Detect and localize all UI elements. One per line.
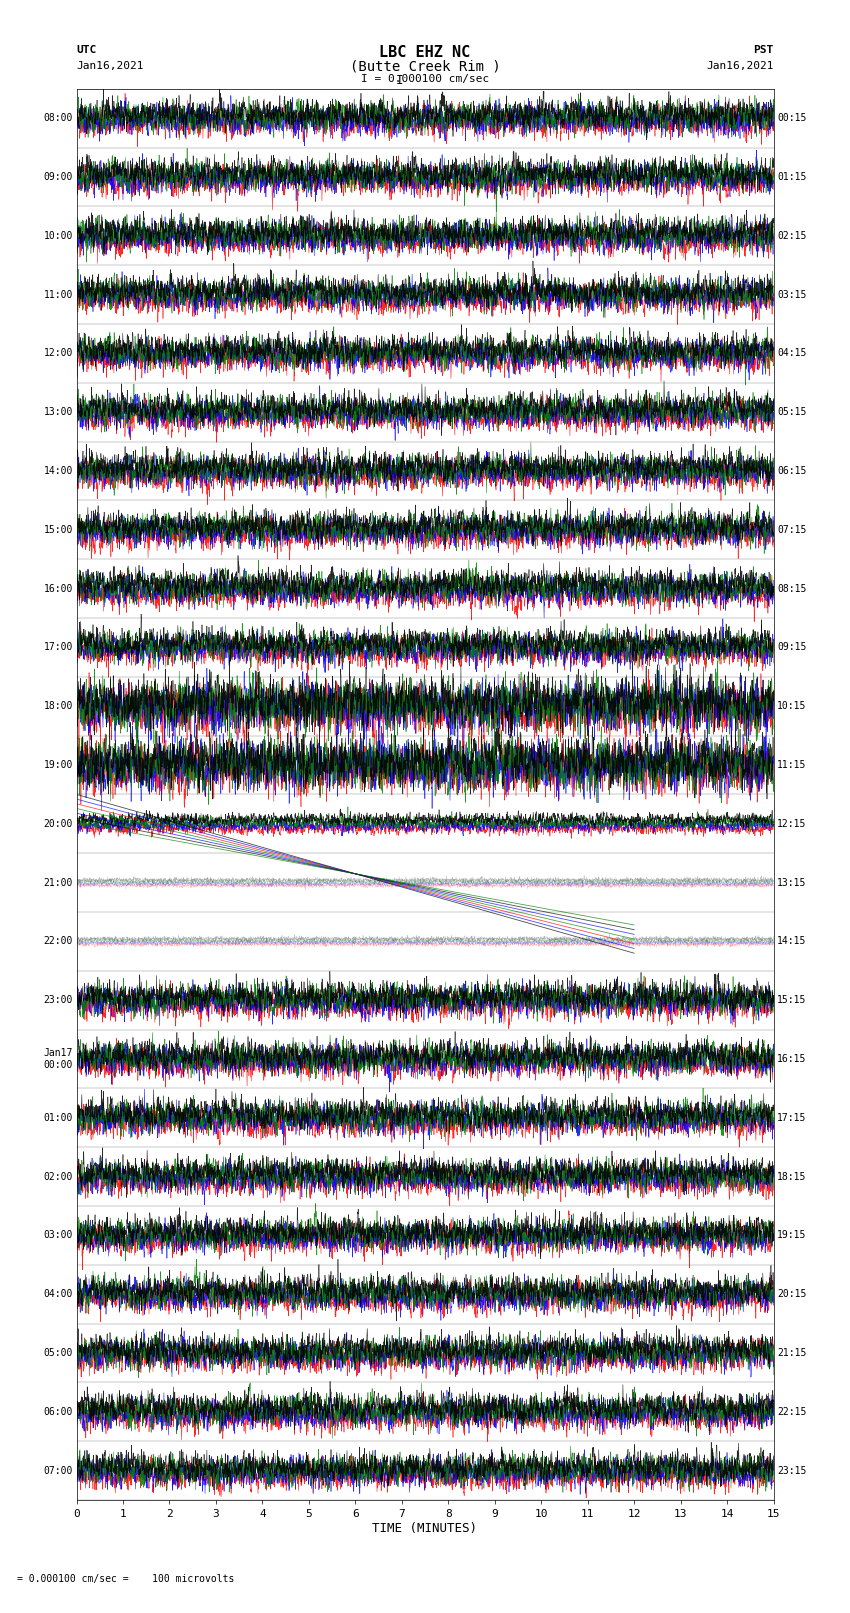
Text: 14:00: 14:00 xyxy=(43,466,73,476)
Text: 11:15: 11:15 xyxy=(777,760,807,769)
Text: 23:15: 23:15 xyxy=(777,1466,807,1476)
Text: 05:00: 05:00 xyxy=(43,1348,73,1358)
Text: 03:00: 03:00 xyxy=(43,1231,73,1240)
X-axis label: TIME (MINUTES): TIME (MINUTES) xyxy=(372,1523,478,1536)
Text: 05:15: 05:15 xyxy=(777,406,807,418)
Text: PST: PST xyxy=(753,45,774,55)
Text: I = 0.000100 cm/sec: I = 0.000100 cm/sec xyxy=(361,74,489,84)
Text: 01:00: 01:00 xyxy=(43,1113,73,1123)
Text: I: I xyxy=(396,74,403,87)
Text: 14:15: 14:15 xyxy=(777,937,807,947)
Text: 15:00: 15:00 xyxy=(43,524,73,536)
Text: 17:15: 17:15 xyxy=(777,1113,807,1123)
Text: 15:15: 15:15 xyxy=(777,995,807,1005)
Text: 02:00: 02:00 xyxy=(43,1171,73,1182)
Text: 07:15: 07:15 xyxy=(777,524,807,536)
Text: 13:00: 13:00 xyxy=(43,406,73,418)
Text: Jan16,2021: Jan16,2021 xyxy=(76,61,144,71)
Text: 18:15: 18:15 xyxy=(777,1171,807,1182)
Text: 22:00: 22:00 xyxy=(43,937,73,947)
Text: 18:00: 18:00 xyxy=(43,702,73,711)
Text: 08:15: 08:15 xyxy=(777,584,807,594)
Text: 12:15: 12:15 xyxy=(777,819,807,829)
Text: 17:00: 17:00 xyxy=(43,642,73,652)
Text: 10:15: 10:15 xyxy=(777,702,807,711)
Text: 06:00: 06:00 xyxy=(43,1407,73,1416)
Text: = 0.000100 cm/sec =    100 microvolts: = 0.000100 cm/sec = 100 microvolts xyxy=(17,1574,235,1584)
Text: 20:15: 20:15 xyxy=(777,1289,807,1298)
Text: 19:15: 19:15 xyxy=(777,1231,807,1240)
Text: 04:00: 04:00 xyxy=(43,1289,73,1298)
Text: 16:15: 16:15 xyxy=(777,1053,807,1065)
Text: 08:00: 08:00 xyxy=(43,113,73,123)
Text: Jan16,2021: Jan16,2021 xyxy=(706,61,774,71)
Text: 01:15: 01:15 xyxy=(777,173,807,182)
Text: 13:15: 13:15 xyxy=(777,877,807,887)
Text: Jan17
00:00: Jan17 00:00 xyxy=(43,1048,73,1069)
Text: 21:15: 21:15 xyxy=(777,1348,807,1358)
Text: 21:00: 21:00 xyxy=(43,877,73,887)
Text: 16:00: 16:00 xyxy=(43,584,73,594)
Text: 10:00: 10:00 xyxy=(43,231,73,240)
Text: 12:00: 12:00 xyxy=(43,348,73,358)
Text: 19:00: 19:00 xyxy=(43,760,73,769)
Text: 04:15: 04:15 xyxy=(777,348,807,358)
Text: 09:00: 09:00 xyxy=(43,173,73,182)
Text: 20:00: 20:00 xyxy=(43,819,73,829)
Text: 03:15: 03:15 xyxy=(777,290,807,300)
Text: 06:15: 06:15 xyxy=(777,466,807,476)
Text: 23:00: 23:00 xyxy=(43,995,73,1005)
Text: 09:15: 09:15 xyxy=(777,642,807,652)
Text: 11:00: 11:00 xyxy=(43,290,73,300)
Text: (Butte Creek Rim ): (Butte Creek Rim ) xyxy=(349,60,501,74)
Text: LBC EHZ NC: LBC EHZ NC xyxy=(379,45,471,60)
Text: UTC: UTC xyxy=(76,45,97,55)
Text: 07:00: 07:00 xyxy=(43,1466,73,1476)
Text: 00:15: 00:15 xyxy=(777,113,807,123)
Text: 02:15: 02:15 xyxy=(777,231,807,240)
Text: 22:15: 22:15 xyxy=(777,1407,807,1416)
